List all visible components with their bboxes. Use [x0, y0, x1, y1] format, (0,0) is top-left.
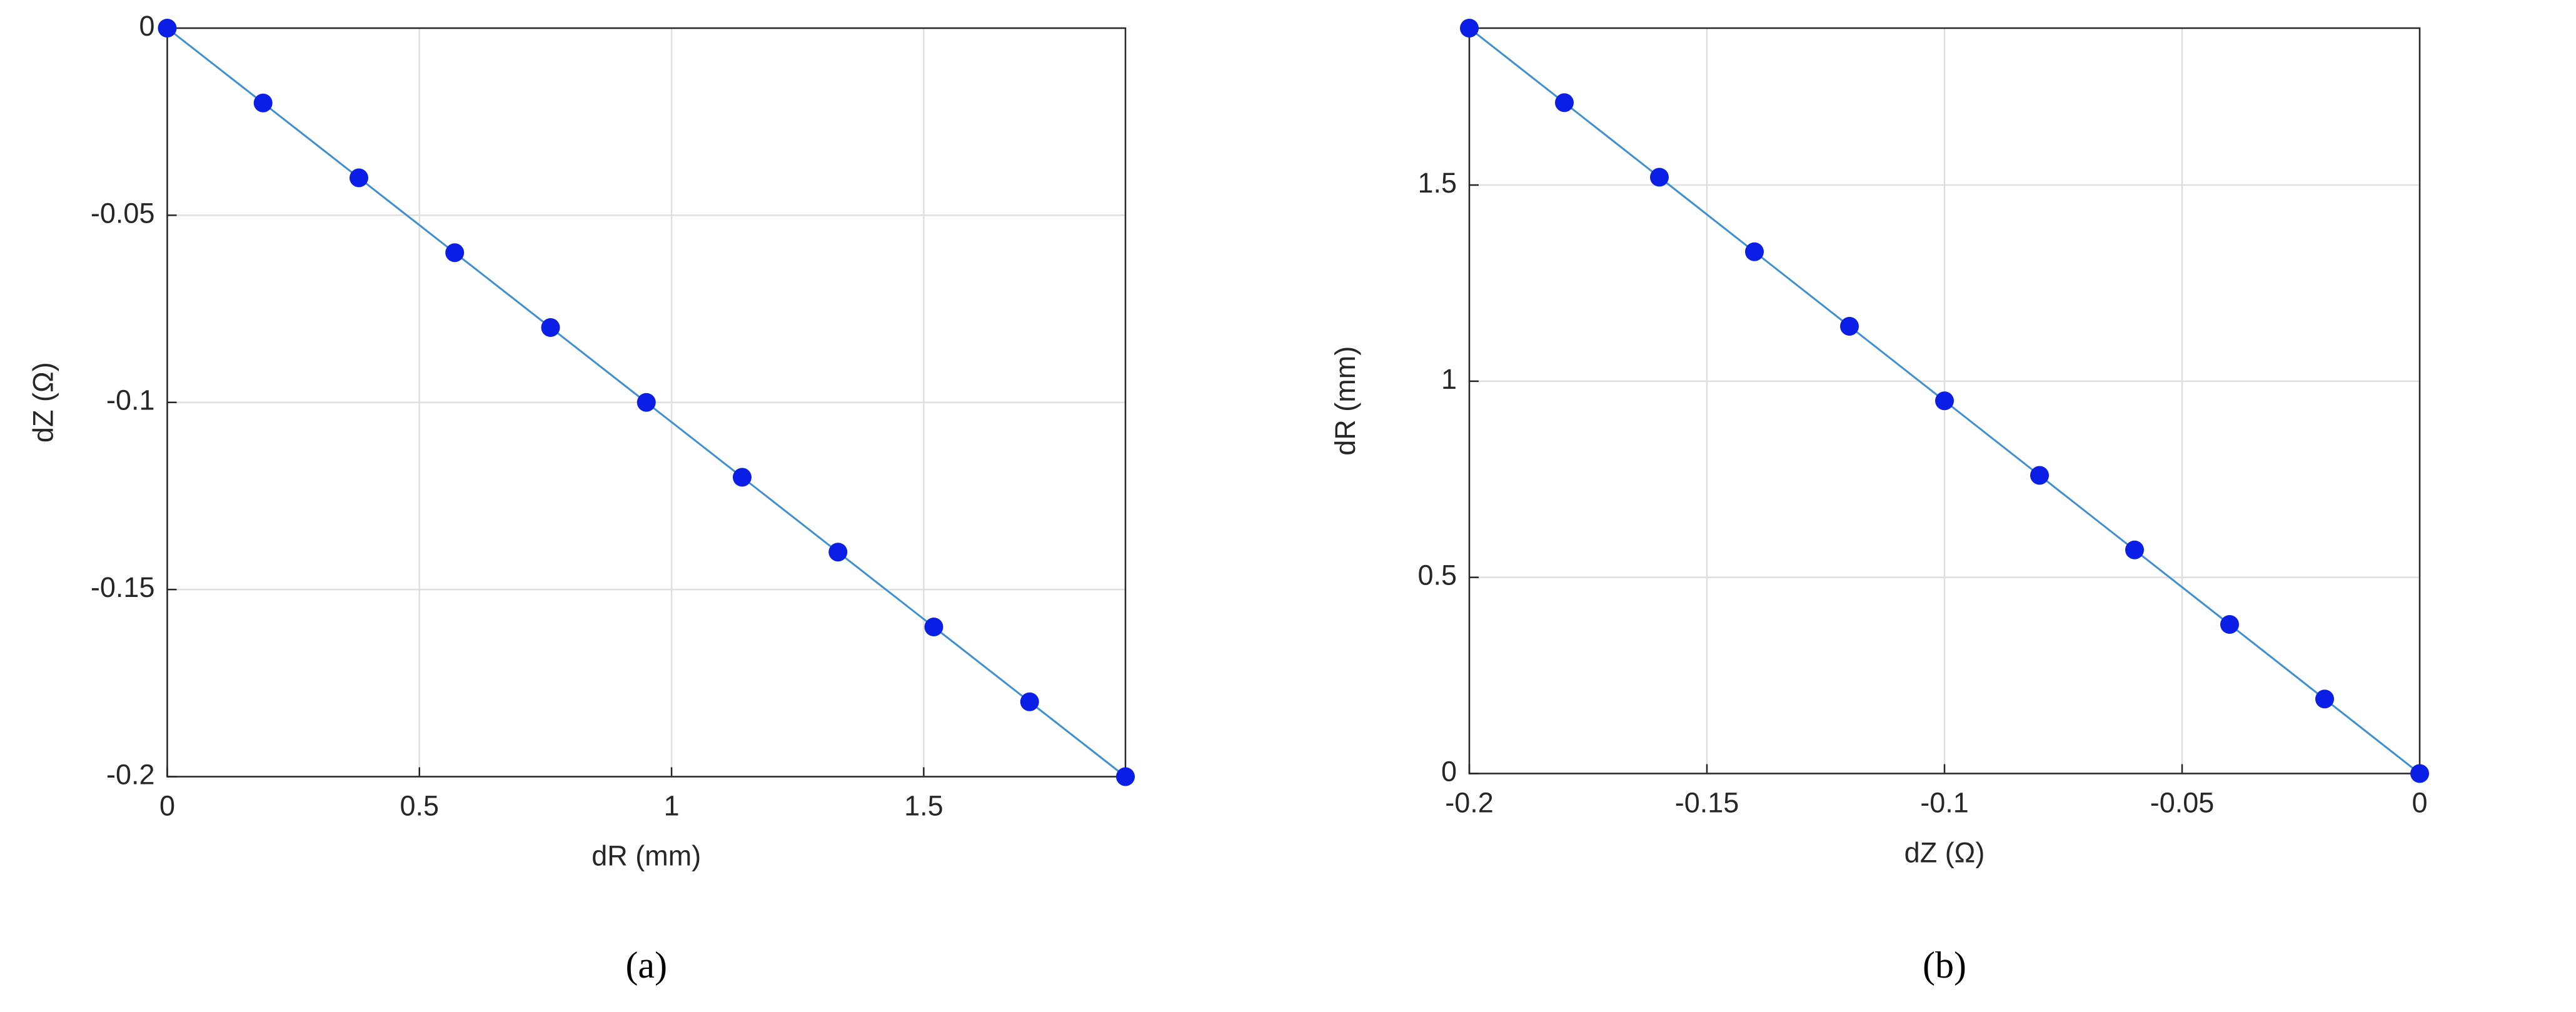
y-tick-label: -0.15 — [91, 571, 155, 603]
marker — [733, 468, 752, 487]
marker — [1020, 692, 1039, 711]
x-tick-label: 0.5 — [400, 789, 440, 821]
marker — [2220, 615, 2239, 634]
marker — [350, 168, 368, 188]
marker — [2410, 764, 2429, 783]
x-tick-label: -0.2 — [1445, 786, 1494, 818]
x-tick-label: -0.1 — [1920, 786, 1969, 818]
y-tick-label: 0.5 — [1417, 559, 1457, 591]
y-tick-label: 1.5 — [1417, 167, 1457, 199]
marker — [924, 618, 943, 637]
marker — [1650, 168, 1669, 187]
x-axis-label: dZ (Ω) — [1904, 836, 1985, 868]
x-tick-label: -0.05 — [2150, 786, 2215, 818]
marker — [541, 318, 560, 338]
axes-box — [166, 27, 1127, 778]
marker — [2315, 689, 2334, 709]
marker — [1840, 317, 1859, 336]
x-tick-label: 1.5 — [904, 789, 943, 821]
axes-box — [1468, 27, 2421, 774]
marker — [253, 93, 273, 113]
y-axis-label: dZ (Ω) — [27, 362, 59, 443]
marker — [1555, 93, 1574, 113]
x-tick-label: 1 — [664, 789, 680, 821]
caption: (a) — [625, 944, 667, 986]
y-tick-label: 0 — [1441, 755, 1457, 787]
y-tick-label: 1 — [1441, 363, 1457, 395]
x-axis-label: dR (mm) — [591, 839, 701, 871]
marker — [636, 393, 656, 412]
marker — [445, 243, 465, 263]
y-tick-label: -0.2 — [106, 758, 155, 790]
marker — [1935, 391, 1954, 411]
y-tick-label: -0.1 — [106, 384, 155, 416]
x-tick-label: 0 — [159, 789, 175, 821]
marker — [2030, 466, 2049, 485]
x-tick-label: 0 — [2412, 786, 2427, 818]
marker — [2125, 540, 2144, 559]
caption: (b) — [1923, 944, 1966, 986]
marker — [1460, 19, 1479, 38]
y-tick-label: 0 — [139, 10, 154, 42]
marker — [158, 19, 177, 38]
marker — [1116, 767, 1135, 786]
y-tick-label: -0.05 — [91, 197, 155, 229]
x-tick-label: -0.15 — [1675, 786, 1739, 818]
marker — [1745, 242, 1764, 261]
marker — [828, 543, 848, 562]
y-axis-label: dR (mm) — [1329, 346, 1361, 456]
